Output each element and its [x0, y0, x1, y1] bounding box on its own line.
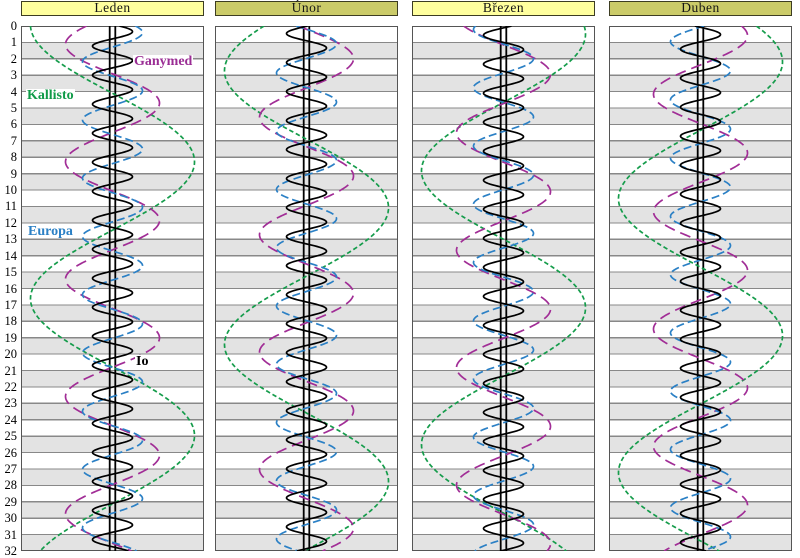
day-tick-label-20: 20: [4, 347, 18, 362]
day-tick-label-17: 17: [4, 297, 18, 312]
moon-curve-ganymed: [455, 26, 552, 551]
day-tick-label-28: 28: [4, 478, 18, 493]
day-tick-label-9: 9: [10, 166, 17, 181]
moon-curve-ganymed: [258, 26, 355, 551]
day-tick-label-32: 32: [4, 544, 18, 558]
month-header-brezen: Březen: [412, 1, 595, 16]
moon-curve-europa: [275, 26, 338, 551]
moon-label-kallisto: Kallisto: [26, 88, 75, 103]
moon-label-io: Io: [135, 354, 150, 369]
moon-curve-kallisto: [29, 26, 196, 551]
moon-curve-io: [679, 26, 722, 551]
month-header-unor: Únor: [215, 1, 398, 16]
day-tick-label-22: 22: [4, 379, 18, 394]
day-tick-label-21: 21: [4, 363, 18, 378]
day-tick-label-31: 31: [4, 527, 18, 542]
month-header-duben: Duben: [609, 1, 792, 16]
day-tick-label-0: 0: [10, 19, 17, 33]
moon-curve-europa: [81, 26, 144, 551]
day-tick-label-5: 5: [10, 101, 17, 116]
month-panel-1: [215, 26, 398, 551]
month-panel-0: [21, 26, 204, 551]
day-tick-label-26: 26: [4, 445, 18, 460]
day-tick-label-15: 15: [4, 265, 18, 280]
moon-curve-kallisto: [420, 26, 587, 551]
day-tick-label-13: 13: [4, 232, 18, 247]
moon-curve-ganymed: [64, 26, 161, 551]
day-tick-label-11: 11: [4, 199, 17, 214]
day-tick-label-25: 25: [4, 429, 18, 444]
moon-curve-io: [91, 26, 134, 551]
day-tick-label-14: 14: [4, 248, 18, 263]
day-tick-label-29: 29: [4, 494, 18, 509]
moon-curve-io: [285, 26, 328, 551]
moon-label-ganymed: Ganymed: [133, 54, 194, 69]
month-panel-3: [609, 26, 792, 551]
day-tick-label-27: 27: [4, 461, 18, 476]
day-tick-label-6: 6: [10, 117, 17, 132]
day-tick-label-4: 4: [10, 84, 17, 99]
day-tick-label-8: 8: [10, 150, 17, 165]
day-tick-label-3: 3: [10, 68, 17, 83]
day-tick-label-18: 18: [4, 314, 18, 329]
day-tick-label-24: 24: [4, 412, 18, 427]
day-tick-label-2: 2: [10, 51, 17, 66]
day-tick-label-16: 16: [4, 281, 18, 296]
day-tick-label-23: 23: [4, 396, 18, 411]
day-tick-label-12: 12: [4, 215, 18, 230]
moon-curve-europa: [472, 26, 535, 551]
day-tick-label-19: 19: [4, 330, 18, 345]
moon-curve-ganymed: [652, 26, 749, 551]
moon-curve-io: [482, 26, 525, 551]
month-panel-2: [412, 26, 595, 551]
month-header-leden: Leden: [21, 1, 204, 16]
day-tick-label-1: 1: [10, 35, 17, 50]
day-tick-label-10: 10: [4, 183, 18, 198]
moon-label-europa: Europa: [27, 224, 74, 239]
moon-curve-kallisto: [617, 26, 784, 551]
day-tick-label-30: 30: [4, 511, 18, 526]
day-tick-label-7: 7: [10, 133, 17, 148]
